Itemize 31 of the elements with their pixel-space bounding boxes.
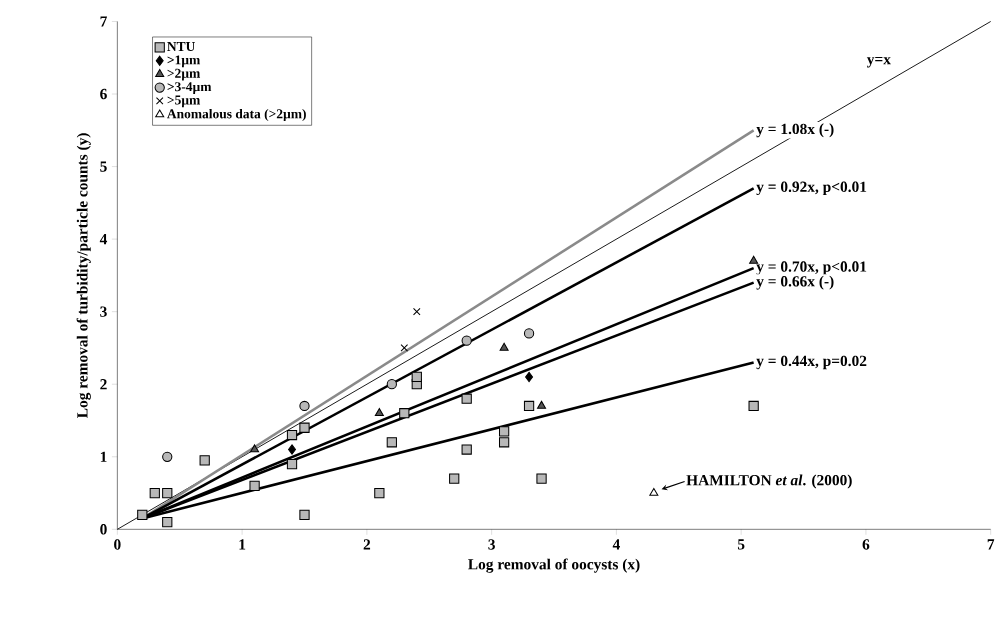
legend-label: >3-4µm: [167, 82, 212, 94]
x-tick-label: 7: [987, 539, 995, 550]
legend-label: Anomalous data (>2µm): [167, 108, 306, 121]
series-label: y = 0.70x, p<0.01: [756, 261, 867, 275]
legend-label: >5µm: [167, 95, 201, 108]
legend-label: NTU: [167, 42, 195, 51]
x-tick-label: 0: [114, 539, 121, 550]
series-label: y = 0.44x, p=0.02: [756, 355, 867, 370]
annotation: HAMILTON et al. (2000): [686, 474, 852, 489]
series-label: y = 0.66x (-): [756, 275, 834, 290]
series-label: y = 1.08x (-): [756, 123, 834, 138]
x-tick-label: 6: [862, 539, 870, 550]
legend-label: >1µm: [167, 55, 201, 68]
y-tick-label: 1: [100, 451, 107, 462]
y-tick-label: 4: [99, 233, 108, 245]
series-label: y=x: [866, 56, 891, 68]
x-tick-label: 1: [239, 539, 246, 550]
x-tick-label: 5: [737, 539, 745, 550]
y-tick-label: 6: [100, 88, 107, 100]
y-tick-label: 3: [100, 306, 107, 317]
legend-label: >2µm: [167, 68, 201, 81]
x-axis-title: Log removal of oocysts (x): [468, 558, 640, 573]
y-tick-label: 2: [100, 379, 107, 390]
x-tick-label: 3: [488, 539, 495, 550]
y-tick-label: 7: [100, 16, 107, 27]
x-tick-label: 2: [363, 539, 371, 550]
x-tick-label: 4: [612, 539, 620, 550]
y-tick-label: 0: [100, 524, 107, 535]
series-label: y = 0.92x, p<0.01: [756, 181, 867, 196]
y-axis-title: Log removal of turbidity/particle counts (y): [76, 133, 91, 418]
y-tick-label: 5: [100, 161, 107, 172]
